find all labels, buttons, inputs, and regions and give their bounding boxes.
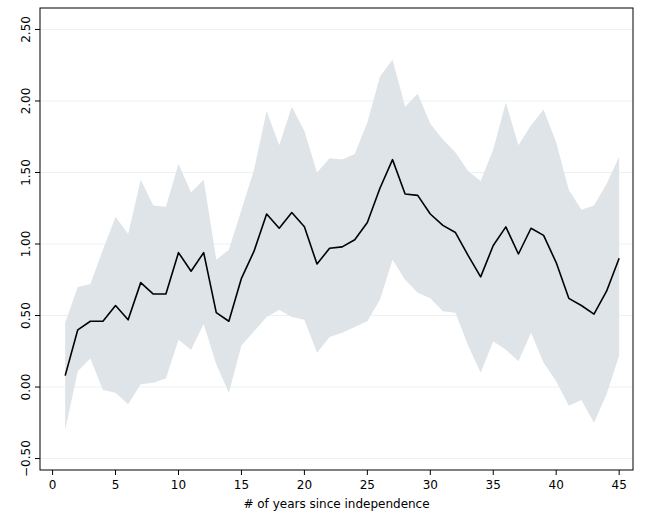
- y-tick: [35, 458, 40, 459]
- y-tick: [35, 100, 40, 101]
- y-tick-label: −0.50: [19, 440, 33, 477]
- x-tick-label: 45: [612, 478, 627, 492]
- x-tick: [430, 470, 431, 475]
- x-tick-label: 35: [486, 478, 501, 492]
- x-tick: [304, 470, 305, 475]
- grid-line: [40, 29, 633, 30]
- x-tick-label: 25: [360, 478, 375, 492]
- x-tick-label: 10: [171, 478, 186, 492]
- x-tick-label: 5: [112, 478, 120, 492]
- y-tick-label: 2.00: [19, 88, 33, 115]
- x-tick: [241, 470, 242, 475]
- plot-marks: [65, 59, 619, 429]
- plot-frame: [40, 8, 633, 470]
- grid-line: [40, 100, 633, 101]
- y-tick-label: 2.50: [19, 16, 33, 43]
- y-tick: [35, 244, 40, 245]
- plot-bg: [40, 8, 633, 470]
- x-axis-title: # of years since independence: [243, 497, 429, 511]
- x-tick: [178, 470, 179, 475]
- x-tick: [115, 470, 116, 475]
- y-tick-label: 1.50: [19, 159, 33, 186]
- x-tick-label: 20: [297, 478, 312, 492]
- x-tick-label: 40: [549, 478, 564, 492]
- y-tick: [35, 29, 40, 30]
- x-tick: [367, 470, 368, 475]
- grid-line: [40, 458, 633, 459]
- x-tick: [619, 470, 620, 475]
- x-tick-label: 0: [49, 478, 57, 492]
- chart: −0.50 0.00 0.50 1.00 1.50 2.00 2.50 0 5 10 15 20 25 3…: [0, 0, 646, 527]
- x-tick: [493, 470, 494, 475]
- y-tick-label: 0.50: [19, 302, 33, 329]
- y-tick: [35, 387, 40, 388]
- y-tick: [35, 315, 40, 316]
- y-tick: [35, 172, 40, 173]
- confidence-band: [65, 59, 619, 429]
- y-tick-label: 0.00: [19, 374, 33, 401]
- x-tick-label: 30: [423, 478, 438, 492]
- x-tick: [52, 470, 53, 475]
- y-tick-label: 1.00: [19, 231, 33, 258]
- x-tick-label: 15: [234, 478, 249, 492]
- x-tick: [556, 470, 557, 475]
- line: [65, 160, 619, 376]
